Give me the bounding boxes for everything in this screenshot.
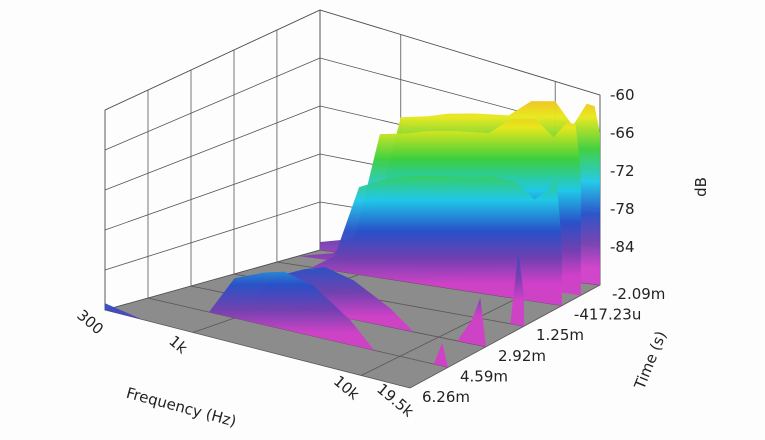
y-tick-label: -2.09m xyxy=(612,285,665,303)
y-axis-label: Time (s) xyxy=(630,328,670,392)
z-axis-label: dB xyxy=(692,177,710,197)
y-tick-label: 1.25m xyxy=(536,326,584,344)
surface-slice xyxy=(148,271,448,368)
x-tick-label: 300 xyxy=(73,306,107,338)
grid-line xyxy=(104,105,321,191)
y-tick-label: 4.59m xyxy=(460,367,508,385)
grid-line xyxy=(409,284,601,389)
grid-line xyxy=(104,9,321,111)
y-tick-label: 6.26m xyxy=(422,388,470,406)
z-tick-label: -72 xyxy=(610,162,635,180)
z-tick-label: -66 xyxy=(610,124,635,142)
grid-line xyxy=(104,201,321,271)
grid-line xyxy=(147,297,449,368)
x-tick-label: 1k xyxy=(165,332,191,358)
surface-slice xyxy=(276,175,562,306)
z-tick-label: -60 xyxy=(610,86,635,104)
x-tick-label: 10k xyxy=(330,372,363,404)
grid-line xyxy=(104,57,321,151)
z-tick-label: -78 xyxy=(610,200,635,218)
y-tick-label: 2.92m xyxy=(498,347,546,365)
x-axis-label: Frequency (Hz) xyxy=(124,384,238,431)
grid-line xyxy=(104,249,321,311)
y-tick-label: -417.23u xyxy=(574,306,641,324)
grid-line xyxy=(319,9,601,96)
z-tick-label: -84 xyxy=(610,238,635,256)
grid-line xyxy=(104,153,321,231)
